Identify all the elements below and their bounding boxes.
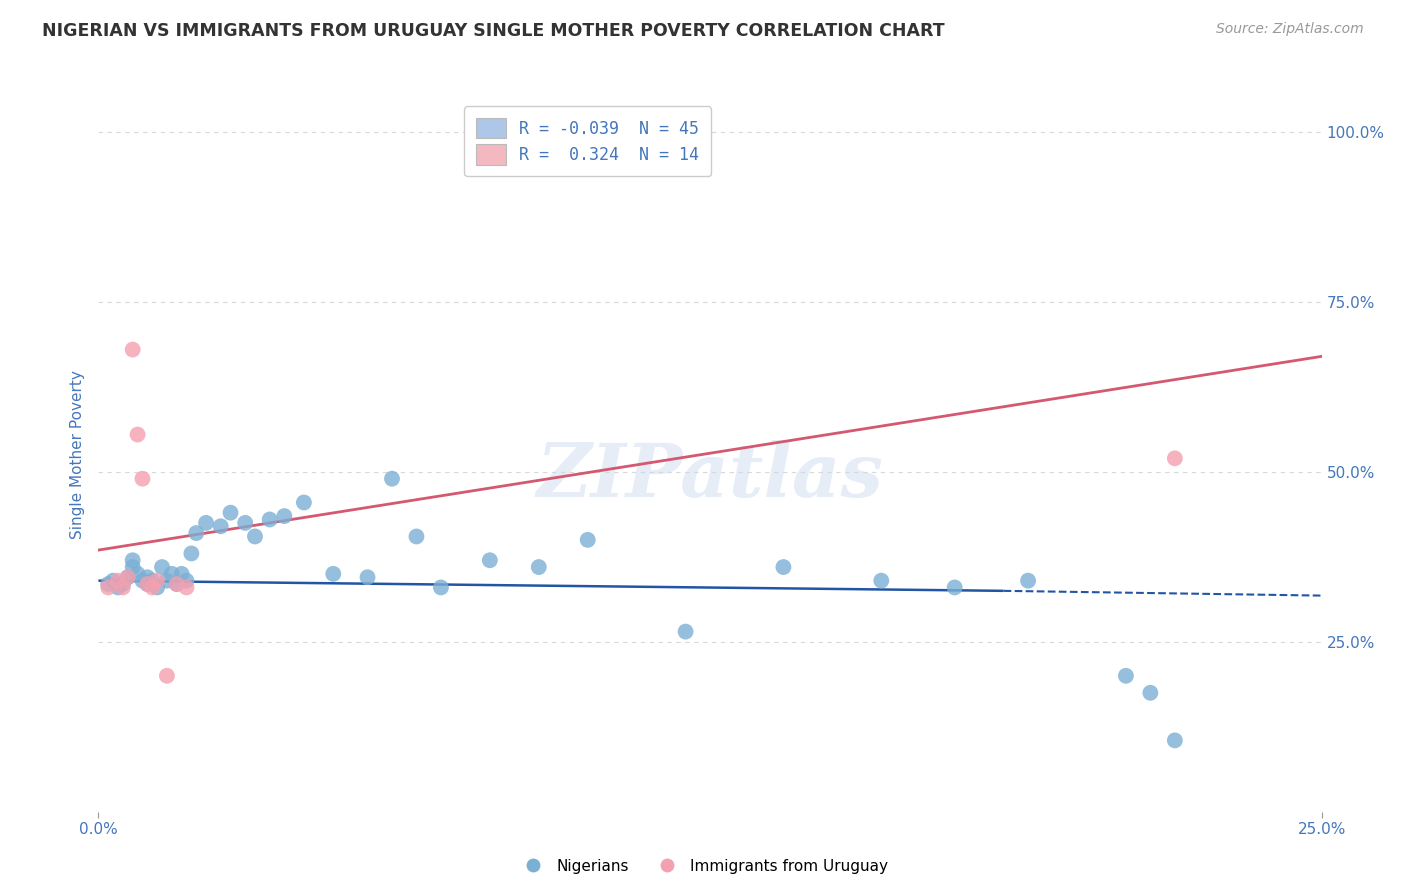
Point bbox=[121, 553, 143, 567]
Point bbox=[156, 669, 179, 683]
Point bbox=[101, 574, 124, 588]
Point bbox=[322, 566, 344, 581]
Legend: R = -0.039  N = 45, R =  0.324  N = 14: R = -0.039 N = 45, R = 0.324 N = 14 bbox=[464, 106, 711, 177]
Point bbox=[117, 570, 139, 584]
Text: Source: ZipAtlas.com: Source: ZipAtlas.com bbox=[1216, 22, 1364, 37]
Point bbox=[141, 581, 163, 595]
Point bbox=[1017, 574, 1039, 588]
Point bbox=[127, 427, 149, 442]
Point bbox=[160, 566, 183, 581]
Point bbox=[219, 506, 242, 520]
Point bbox=[273, 509, 295, 524]
Point bbox=[1164, 733, 1187, 747]
Point bbox=[356, 570, 378, 584]
Point bbox=[141, 574, 163, 588]
Point bbox=[478, 553, 501, 567]
Legend: Nigerians, Immigrants from Uruguay: Nigerians, Immigrants from Uruguay bbox=[512, 853, 894, 880]
Point bbox=[107, 581, 129, 595]
Point bbox=[136, 577, 159, 591]
Point bbox=[430, 581, 453, 595]
Point bbox=[292, 495, 315, 509]
Point bbox=[243, 529, 266, 543]
Point bbox=[136, 570, 159, 584]
Point bbox=[233, 516, 256, 530]
Point bbox=[405, 529, 427, 543]
Point bbox=[1164, 451, 1187, 466]
Point bbox=[527, 560, 550, 574]
Point bbox=[1139, 686, 1161, 700]
Text: NIGERIAN VS IMMIGRANTS FROM URUGUAY SINGLE MOTHER POVERTY CORRELATION CHART: NIGERIAN VS IMMIGRANTS FROM URUGUAY SING… bbox=[42, 22, 945, 40]
Point bbox=[1115, 669, 1137, 683]
Point bbox=[131, 472, 153, 486]
Text: ZIPatlas: ZIPatlas bbox=[537, 440, 883, 513]
Point bbox=[195, 516, 218, 530]
Point bbox=[117, 570, 139, 584]
Point bbox=[166, 577, 188, 591]
Point bbox=[186, 526, 208, 541]
Point bbox=[209, 519, 232, 533]
Point bbox=[870, 574, 893, 588]
Point bbox=[772, 560, 794, 574]
Point bbox=[127, 566, 149, 581]
Point bbox=[166, 577, 188, 591]
Point bbox=[121, 560, 143, 574]
Point bbox=[381, 472, 404, 486]
Point bbox=[107, 574, 129, 588]
Point bbox=[180, 546, 202, 560]
Point bbox=[150, 560, 173, 574]
Point bbox=[176, 581, 198, 595]
Point bbox=[675, 624, 697, 639]
Point bbox=[111, 577, 134, 591]
Point bbox=[131, 574, 153, 588]
Point bbox=[576, 533, 599, 547]
Point bbox=[97, 577, 120, 591]
Point bbox=[156, 574, 179, 588]
Point bbox=[176, 574, 198, 588]
Point bbox=[146, 574, 169, 588]
Point bbox=[146, 581, 169, 595]
Point bbox=[121, 343, 143, 357]
Point bbox=[943, 581, 966, 595]
Point bbox=[136, 577, 159, 591]
Point bbox=[97, 581, 120, 595]
Point bbox=[111, 581, 134, 595]
Point bbox=[170, 566, 193, 581]
Y-axis label: Single Mother Poverty: Single Mother Poverty bbox=[70, 370, 86, 540]
Point bbox=[259, 512, 281, 526]
